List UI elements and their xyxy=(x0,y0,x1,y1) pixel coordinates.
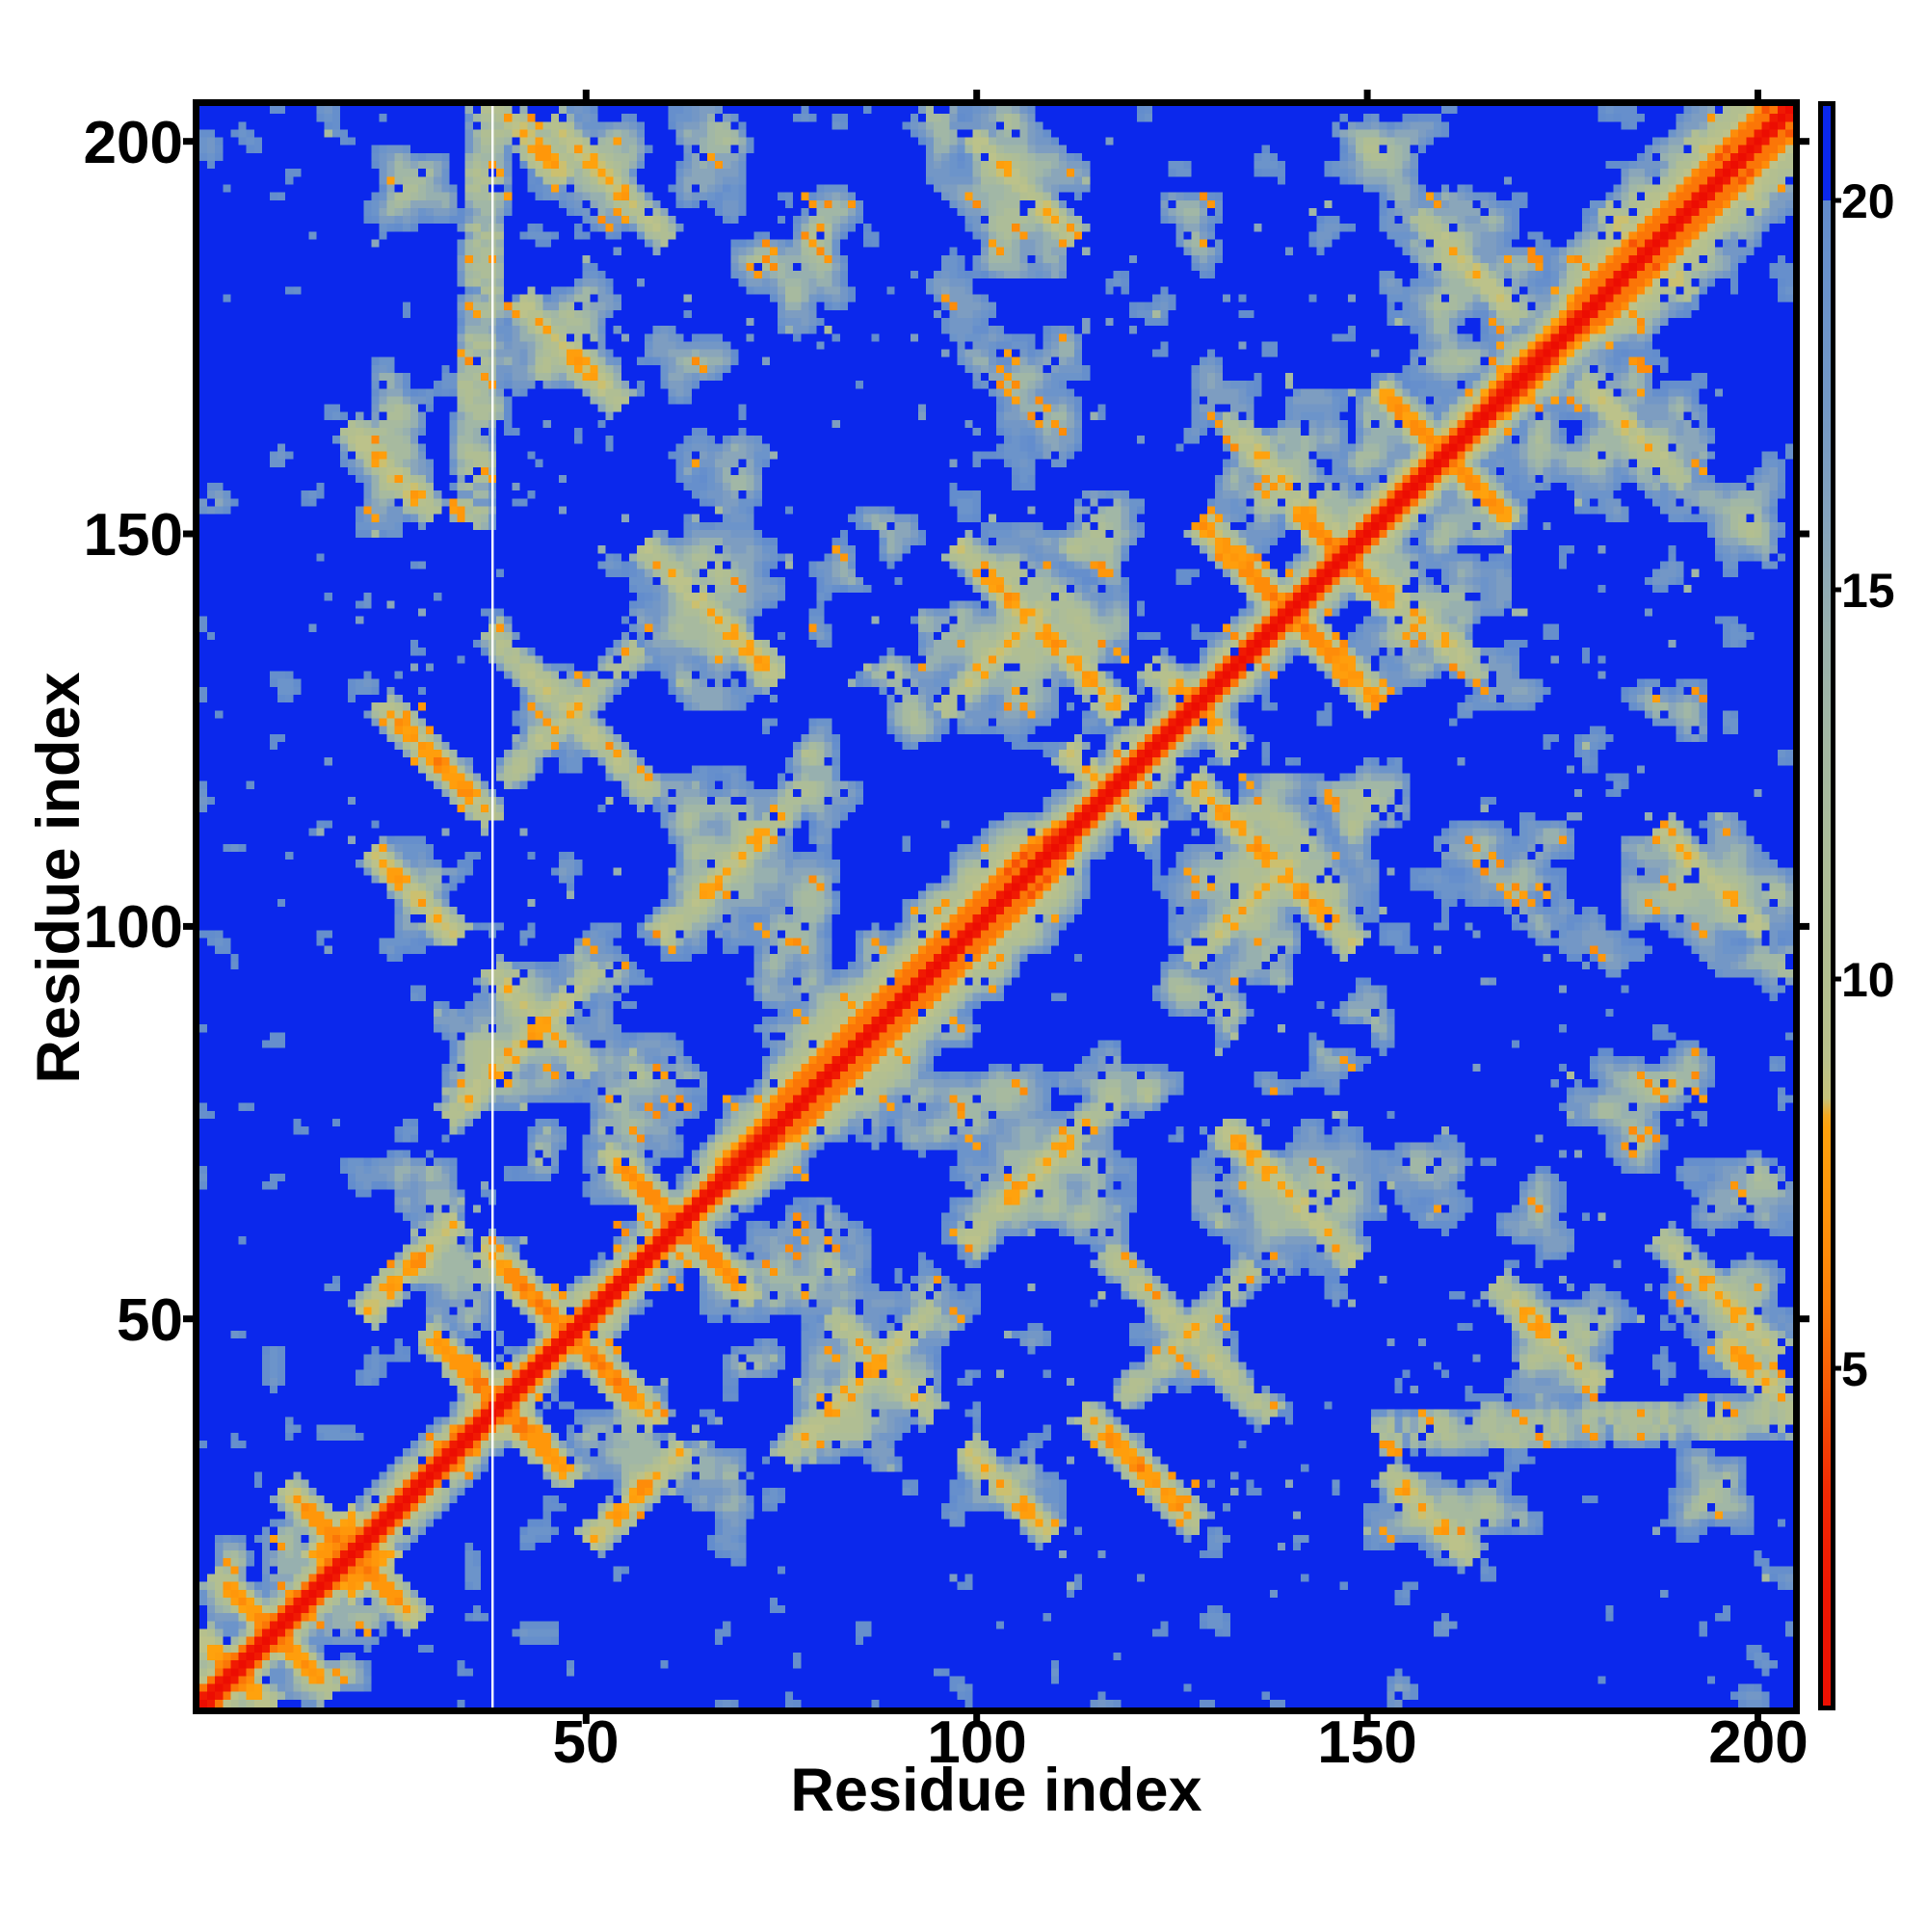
svg-text:10: 10 xyxy=(1841,953,1895,1007)
svg-text:20: 20 xyxy=(1841,174,1895,228)
svg-text:150: 150 xyxy=(1317,1709,1416,1776)
svg-text:50: 50 xyxy=(117,1287,183,1354)
svg-text:50: 50 xyxy=(553,1709,620,1776)
svg-text:Residue index: Residue index xyxy=(790,1757,1201,1824)
svg-text:150: 150 xyxy=(84,502,183,569)
svg-text:100: 100 xyxy=(927,1709,1026,1776)
svg-text:15: 15 xyxy=(1841,564,1895,618)
svg-text:200: 200 xyxy=(84,110,183,176)
svg-text:Residue index: Residue index xyxy=(25,672,92,1083)
svg-text:5: 5 xyxy=(1841,1342,1868,1396)
svg-text:100: 100 xyxy=(84,894,183,961)
svg-text:200: 200 xyxy=(1708,1709,1808,1776)
